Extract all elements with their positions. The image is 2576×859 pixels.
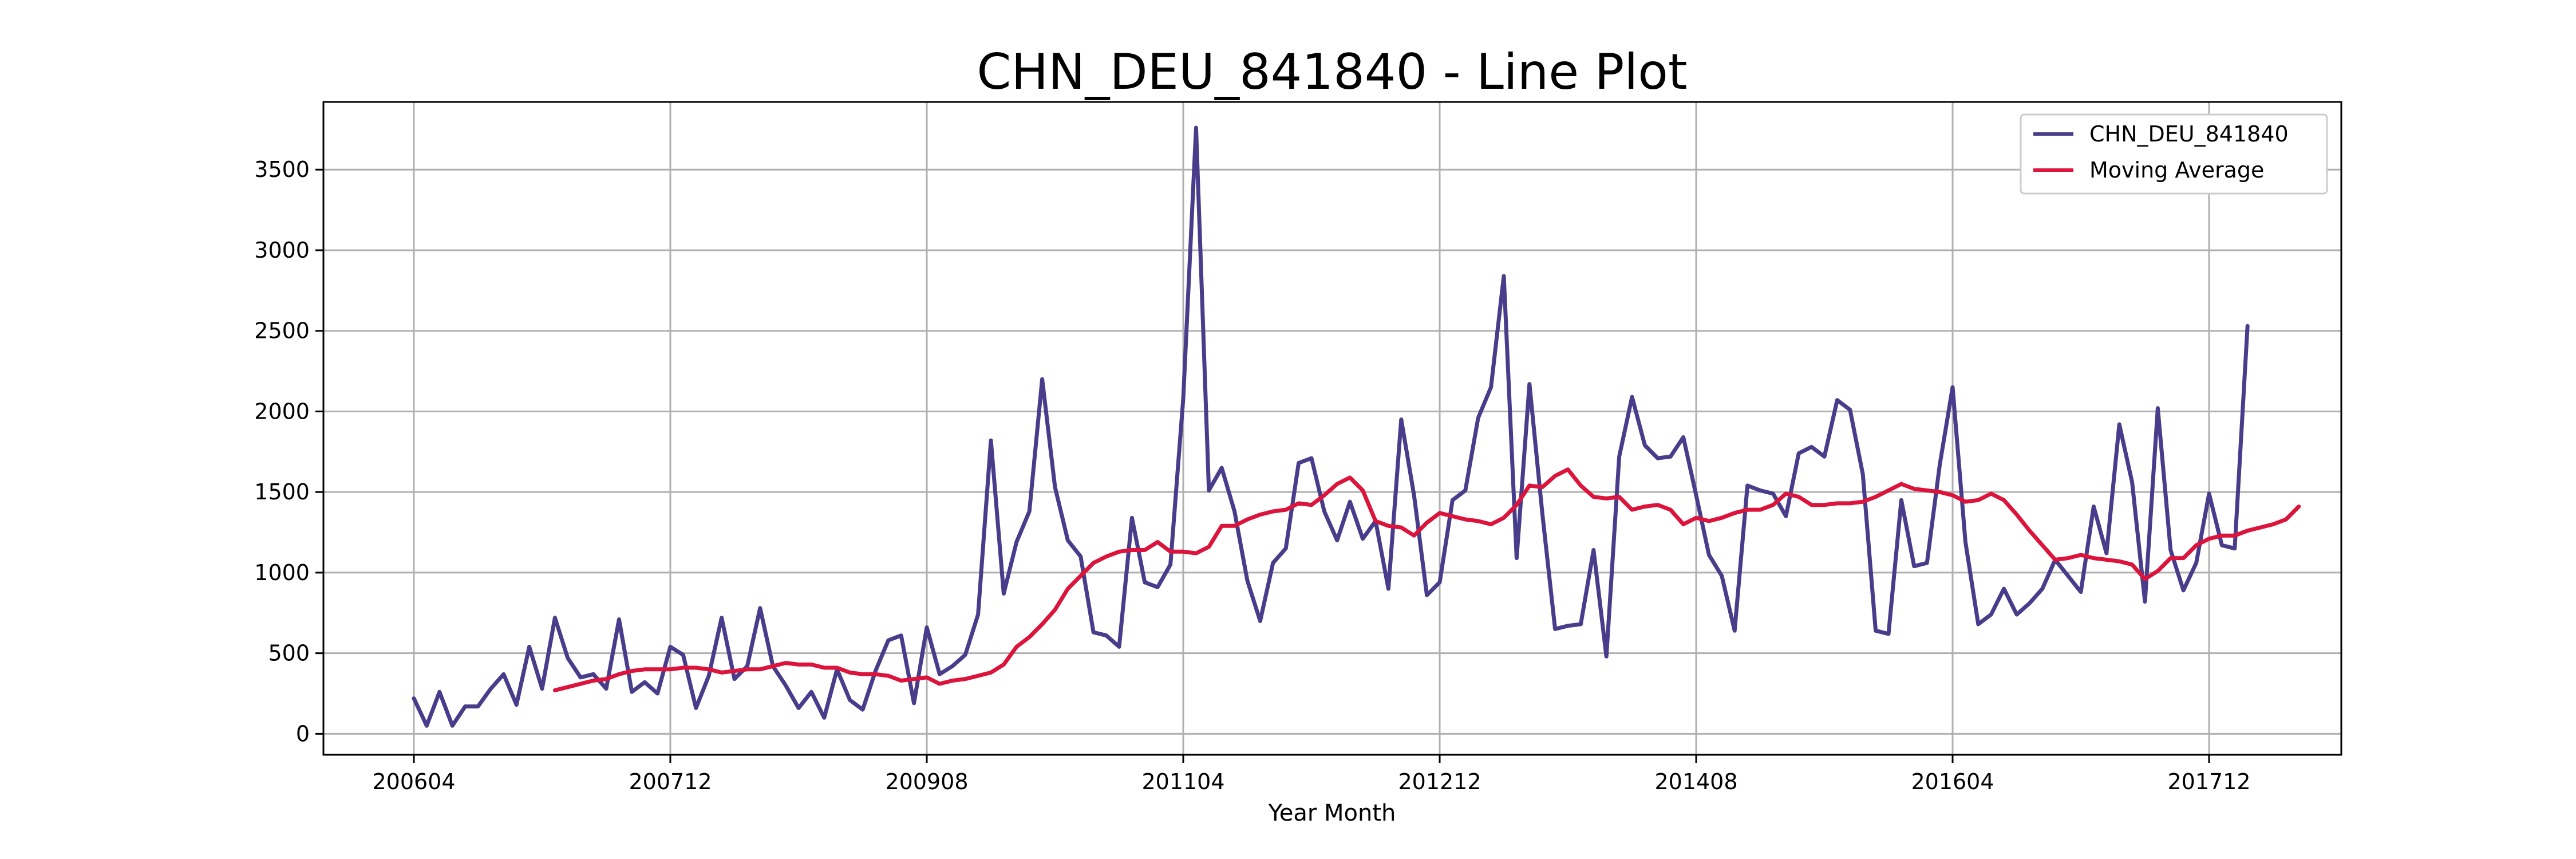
chart-title: CHN_DEU_841840 - Line Plot: [977, 44, 1687, 101]
y-tick-label: 3500: [254, 157, 310, 182]
series-line-moving-average: [552, 467, 2301, 692]
y-tick-label: 1000: [254, 560, 310, 585]
legend-label-chn-deu-841840: CHN_DEU_841840: [2089, 121, 2289, 147]
x-tick-label: 200712: [629, 769, 712, 794]
legend-frame: [2020, 113, 2328, 195]
y-axis: 0 500 1000 1500 2000 2500 3000 3500: [254, 157, 323, 746]
x-tick-label: 200604: [372, 769, 455, 794]
grid-lines: [323, 102, 2341, 755]
series-line-chn-deu-841840: [412, 125, 2250, 728]
legend: CHN_DEU_841840 Moving Average: [2020, 113, 2328, 195]
y-tick-label: 0: [296, 721, 310, 746]
x-axis-title: Year Month: [1268, 800, 1396, 826]
y-tick-label: 2000: [254, 399, 310, 424]
x-tick-label: 201604: [1911, 769, 1994, 794]
x-axis: 200604 200712 200908 201104 201212 201408 2016…: [372, 755, 2251, 794]
y-tick-label: 500: [268, 641, 310, 666]
y-tick-label: 1500: [254, 479, 310, 505]
x-tick-label: 200908: [885, 769, 968, 794]
x-tick-label: 201212: [1398, 769, 1481, 794]
y-tick-label: 2500: [254, 318, 310, 344]
plot-area-frame: [322, 101, 2342, 756]
x-tick-label: 201712: [2167, 769, 2250, 794]
series-lines: [412, 125, 2301, 728]
x-tick-label: 201104: [1141, 769, 1224, 794]
legend-label-moving-average: Moving Average: [2089, 157, 2264, 183]
y-tick-label: 3000: [254, 238, 310, 263]
x-tick-label: 201408: [1654, 769, 1737, 794]
